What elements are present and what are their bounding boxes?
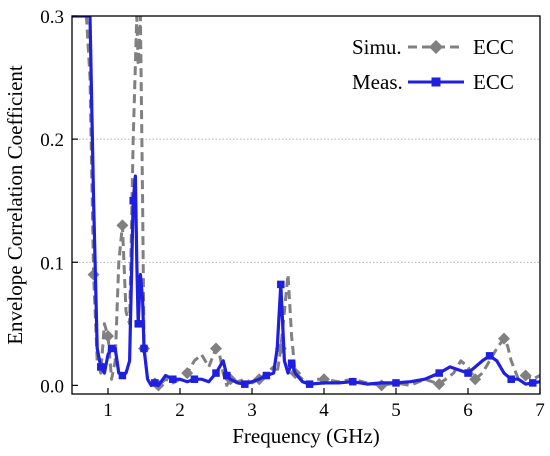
x-tick-label: 7 [535, 400, 545, 421]
y-tick-label: 0.3 [40, 7, 64, 28]
square-marker [190, 375, 199, 383]
x-tick-label: 4 [319, 400, 329, 421]
diamond-marker [210, 342, 222, 355]
square-marker [118, 371, 127, 380]
series-meas [72, 16, 540, 388]
diamond-marker [375, 379, 388, 392]
x-tick-label: 3 [247, 400, 257, 421]
diamond-marker [519, 369, 532, 382]
square-marker [464, 369, 472, 377]
square-marker [212, 369, 220, 377]
square-marker [129, 196, 137, 205]
square-marker [241, 380, 249, 388]
square-marker [151, 379, 159, 387]
square-marker [305, 380, 314, 388]
square-marker [507, 375, 515, 383]
y-tick-label: 0.2 [40, 130, 64, 151]
legend-prefix: Meas. [352, 70, 403, 94]
square-marker [97, 363, 105, 371]
diamond-marker [429, 40, 443, 54]
square-marker [392, 379, 400, 387]
diamond-marker [102, 330, 114, 343]
square-marker [431, 77, 441, 87]
diamond-marker [181, 367, 194, 380]
diamond-marker [433, 378, 446, 391]
diamond-marker [116, 219, 129, 232]
x-tick-label: 5 [391, 400, 401, 421]
y-axis-label: Envelope Correlation Coefficient [3, 65, 27, 345]
diamond-marker [498, 332, 510, 345]
y-tick-label: 0.1 [40, 253, 64, 274]
y-tick-label: 0.0 [40, 376, 64, 397]
series-layer [72, 16, 540, 392]
square-marker [349, 377, 357, 386]
square-marker [287, 359, 296, 367]
square-marker [262, 371, 271, 380]
square-marker [134, 320, 142, 328]
square-marker [485, 352, 494, 360]
diamond-marker [469, 373, 482, 386]
square-marker [435, 369, 443, 377]
square-marker [107, 344, 116, 353]
square-marker [529, 379, 537, 387]
square-marker [140, 344, 148, 353]
x-tick-label: 6 [463, 400, 473, 421]
legend: Simu. ECC Meas. ECC [352, 35, 514, 94]
legend-label: ECC [473, 70, 514, 94]
square-marker [277, 280, 285, 289]
square-marker [223, 371, 231, 380]
x-tick-label: 1 [103, 400, 113, 421]
grid-lines [72, 138, 540, 263]
axes: 1 2 3 4 5 6 7 0.0 0.1 0.2 0.3 [40, 7, 545, 421]
square-marker [169, 375, 177, 383]
legend-label: ECC [473, 35, 514, 59]
diamond-marker [87, 268, 100, 281]
x-axis-label: Frequency (GHz) [232, 424, 380, 448]
plot-frame [71, 15, 541, 395]
x-tick-label: 2 [175, 400, 185, 421]
legend-prefix: Simu. [352, 35, 402, 59]
